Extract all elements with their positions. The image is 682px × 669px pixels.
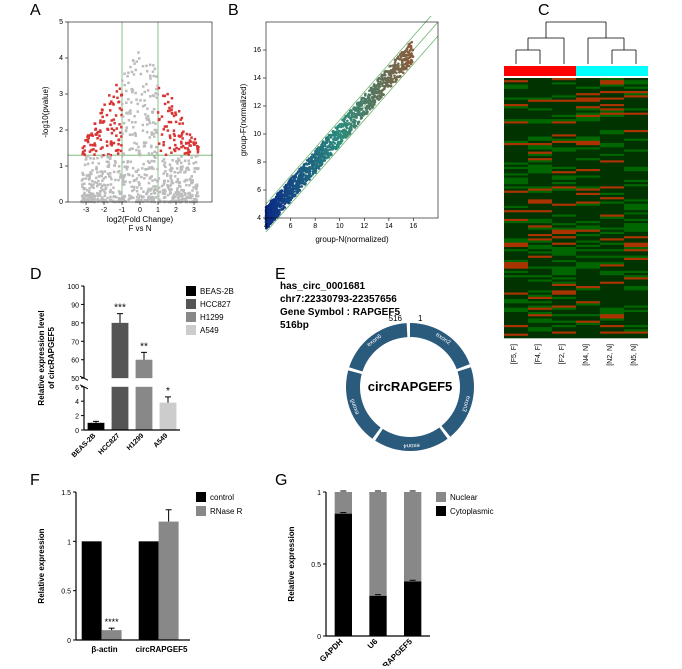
svg-text:1: 1 — [418, 314, 423, 323]
svg-text:exon4: exon4 — [403, 442, 420, 448]
svg-text:12: 12 — [253, 103, 261, 110]
panel-a-volcano: -3 -2 -1 0 1 2 3 0 1 2 3 4 5 log2(Fold Change)F vs N -… — [38, 16, 218, 236]
svg-text:0: 0 — [67, 638, 71, 645]
svg-text:circRAPGEF5: circRAPGEF5 — [135, 645, 188, 654]
svg-text:[N2, N]: [N2, N] — [607, 344, 614, 366]
svg-text:Cytoplasmic: Cytoplasmic — [450, 507, 494, 516]
svg-text:[F4, F]: [F4, F] — [535, 344, 542, 364]
svg-text:Relative expression: Relative expression — [37, 528, 46, 603]
svg-text:1: 1 — [59, 163, 63, 170]
svg-text:A549: A549 — [153, 432, 170, 449]
svg-text:3: 3 — [192, 207, 196, 214]
svg-text:1: 1 — [317, 490, 321, 497]
svg-text:100: 100 — [67, 284, 79, 291]
svg-text:14: 14 — [253, 75, 261, 82]
svg-text:50: 50 — [71, 376, 79, 383]
svg-text:BEAS-2B: BEAS-2B — [200, 287, 234, 296]
svg-text:10: 10 — [253, 131, 261, 138]
svg-text:0.5: 0.5 — [61, 589, 71, 596]
svg-text:β-actin: β-actin — [91, 645, 117, 654]
svg-text:2: 2 — [174, 207, 178, 214]
svg-text:0: 0 — [317, 634, 321, 641]
svg-text:group-N(normalized): group-N(normalized) — [315, 235, 389, 244]
svg-text:A549: A549 — [200, 326, 219, 335]
svg-text:control: control — [210, 493, 234, 502]
svg-text:0.5: 0.5 — [311, 562, 321, 569]
svg-text:**: ** — [140, 341, 148, 352]
svg-text:10: 10 — [336, 223, 344, 230]
panel-b-scatter: 4 6 8 10 12 14 16 4 6 8 10 12 14 16 group-N(normalized… — [236, 16, 446, 248]
svg-text:GAPDH: GAPDH — [318, 637, 345, 664]
svg-text:-3: -3 — [83, 207, 89, 214]
svg-text:6: 6 — [75, 385, 79, 392]
svg-text:90: 90 — [71, 302, 79, 309]
svg-text:Relative expression level: Relative expression level — [37, 310, 46, 405]
panel-g-barchart: 0 0.5 1 GAPDH U6circRAPGEF5 Relative expressi… — [280, 486, 510, 666]
svg-text:14: 14 — [385, 223, 393, 230]
svg-text:[N5, N]: [N5, N] — [631, 344, 638, 366]
svg-text:HCC827: HCC827 — [200, 300, 231, 309]
panel-e-circle: has_circ_0001681 chr7:22330793-22357656 … — [280, 280, 530, 467]
svg-text:16: 16 — [410, 223, 418, 230]
svg-text:H1299: H1299 — [200, 313, 224, 322]
svg-text:0: 0 — [138, 207, 142, 214]
circ-id: has_circ_0001681 — [280, 280, 530, 293]
svg-text:***: *** — [114, 303, 126, 314]
svg-text:****: **** — [105, 617, 120, 627]
svg-text:12: 12 — [360, 223, 368, 230]
svg-text:2: 2 — [75, 414, 79, 421]
svg-text:6: 6 — [257, 187, 261, 194]
svg-text:4: 4 — [257, 215, 261, 222]
svg-text:H1299: H1299 — [126, 432, 146, 452]
svg-text:log2(Fold Change): log2(Fold Change) — [107, 215, 174, 224]
svg-text:0: 0 — [59, 199, 63, 206]
svg-text:1: 1 — [67, 539, 71, 546]
svg-text:1: 1 — [156, 207, 160, 214]
svg-text:16: 16 — [253, 47, 261, 54]
svg-text:5: 5 — [59, 19, 63, 26]
svg-text:circRAPGEF5: circRAPGEF5 — [368, 379, 453, 394]
svg-text:4: 4 — [59, 55, 63, 62]
svg-text:[F2, F]: [F2, F] — [559, 344, 566, 364]
svg-text:F vs N: F vs N — [128, 224, 151, 233]
svg-text:4: 4 — [75, 399, 79, 406]
svg-text:*: * — [166, 386, 170, 397]
svg-text:8: 8 — [257, 159, 261, 166]
svg-text:Nuclear: Nuclear — [450, 493, 478, 502]
svg-text:6: 6 — [289, 223, 293, 230]
svg-text:8: 8 — [313, 223, 317, 230]
svg-text:0: 0 — [75, 428, 79, 435]
svg-text:RNase R: RNase R — [210, 507, 243, 516]
svg-text:516: 516 — [389, 314, 403, 323]
svg-text:[N4, N]: [N4, N] — [583, 344, 590, 366]
svg-text:of circRAPGEF5: of circRAPGEF5 — [47, 327, 56, 389]
svg-text:circRAPGEF5: circRAPGEF5 — [371, 637, 415, 666]
svg-text:BEAS-2B: BEAS-2B — [71, 432, 98, 459]
svg-text:60: 60 — [71, 358, 79, 365]
panel-d-barchart: ******02465060708090100BEAS-2BHCC827H129… — [30, 280, 260, 470]
svg-text:-2: -2 — [101, 207, 107, 214]
svg-text:Relative expression: Relative expression — [287, 526, 296, 601]
svg-text:-log10(pvalue): -log10(pvalue) — [41, 86, 50, 137]
svg-text:3: 3 — [59, 91, 63, 98]
svg-text:HCC827: HCC827 — [97, 432, 121, 456]
svg-text:70: 70 — [71, 339, 79, 346]
svg-text:-1: -1 — [119, 207, 125, 214]
svg-text:80: 80 — [71, 321, 79, 328]
svg-text:group-F(normalized): group-F(normalized) — [239, 83, 248, 156]
svg-text:U6: U6 — [366, 637, 380, 651]
panel-f-barchart: **** 0 0.5 1 1.5 β-actin circRAPGEF5 Relative e… — [30, 486, 260, 666]
svg-text:1.5: 1.5 — [61, 490, 71, 497]
svg-text:2: 2 — [59, 127, 63, 134]
svg-text:4: 4 — [264, 223, 268, 230]
